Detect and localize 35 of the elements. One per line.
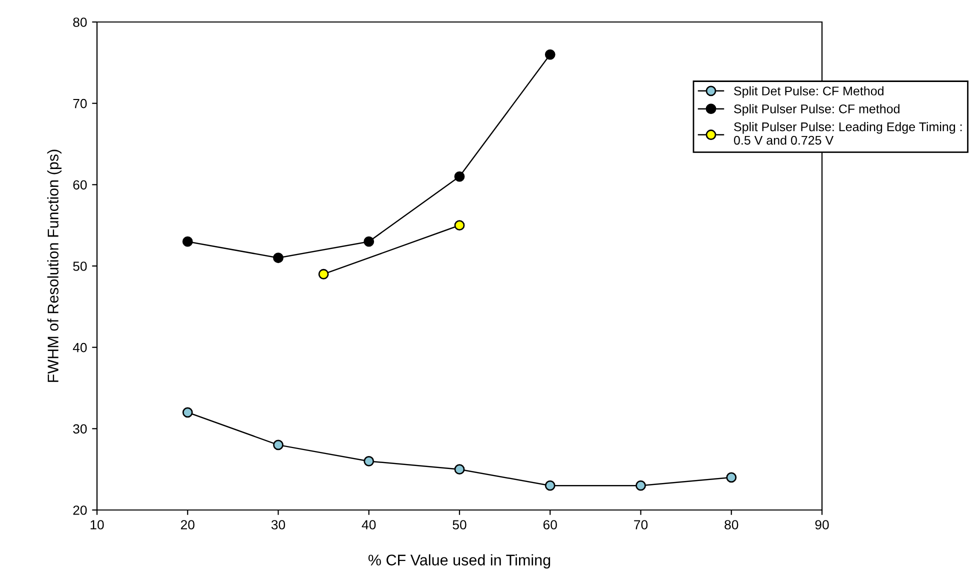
x-tick-label: 60 <box>543 520 557 530</box>
y-axis-title: FWHM of Resolution Function (ps) <box>47 150 62 382</box>
point <box>454 464 465 475</box>
point <box>182 407 193 418</box>
legend-label: Split Det Pulse: CF Method <box>734 86 884 98</box>
y-tick-label: 60 <box>73 180 87 190</box>
legend-label: Split Pulser Pulse: Leading Edge Timing : 0.5 V and 0.725 V <box>734 122 962 145</box>
x-tick-label: 50 <box>452 520 466 530</box>
x-tick-label: 70 <box>634 520 648 530</box>
point <box>273 440 284 450</box>
x-tick-label: 10 <box>90 520 104 530</box>
y-tick-label: 30 <box>73 424 87 434</box>
point <box>544 480 556 491</box>
point <box>544 49 556 60</box>
x-tick-label: 90 <box>815 520 829 530</box>
point <box>454 171 465 182</box>
x-tick-label: 40 <box>362 520 376 530</box>
point <box>273 252 284 264</box>
point <box>182 236 193 247</box>
y-tick-label: 50 <box>73 262 87 271</box>
point <box>364 456 374 466</box>
y-tick-label: 70 <box>73 98 87 108</box>
point <box>318 268 329 280</box>
legend-label: Split Pulser Pulse: CF method <box>734 104 900 116</box>
point <box>364 236 374 247</box>
x-tick-label: 80 <box>724 520 738 530</box>
y-tick-label: 20 <box>73 506 87 515</box>
point <box>454 220 465 231</box>
point <box>636 480 646 491</box>
y-tick-label: 80 <box>73 18 87 27</box>
x-axis-title: % CF Value used in Timing <box>368 554 550 568</box>
y-tick-label: 40 <box>72 342 87 352</box>
x-tick-label: 20 <box>180 520 194 530</box>
point <box>726 472 737 483</box>
x-tick-label: 30 <box>271 520 286 530</box>
